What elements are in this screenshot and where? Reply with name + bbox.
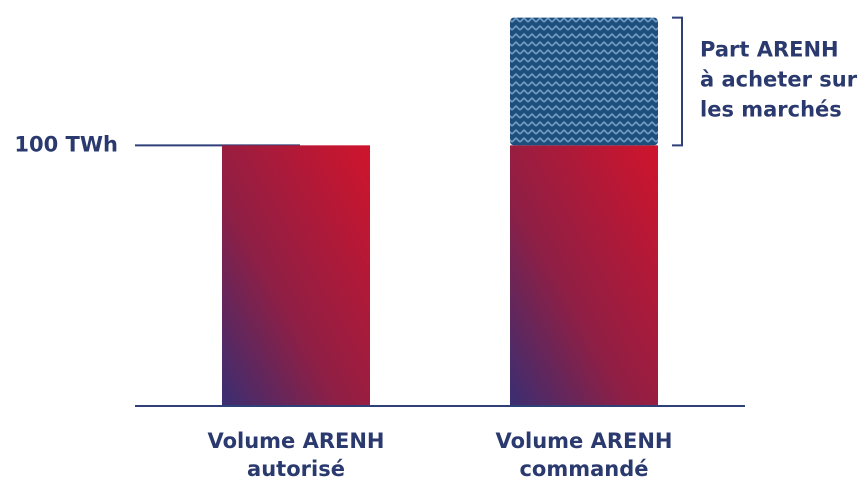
annotation-line: Part ARENH: [700, 38, 839, 62]
x-tick-label: commandé: [519, 457, 648, 481]
annotation-line: à acheter sur: [700, 68, 858, 92]
x-tick-label: Volume ARENH: [207, 429, 384, 453]
x-tick-label: autorisé: [247, 457, 345, 481]
x-tick-label: Volume ARENH: [495, 429, 672, 453]
bracket: [672, 16, 683, 147]
annotation-line: les marchés: [700, 98, 842, 122]
y-tick-label: 100 TWh: [14, 132, 118, 156]
bar-segment: [510, 17, 658, 146]
bar-segment: [510, 145, 658, 407]
bar-segment: [222, 145, 370, 407]
